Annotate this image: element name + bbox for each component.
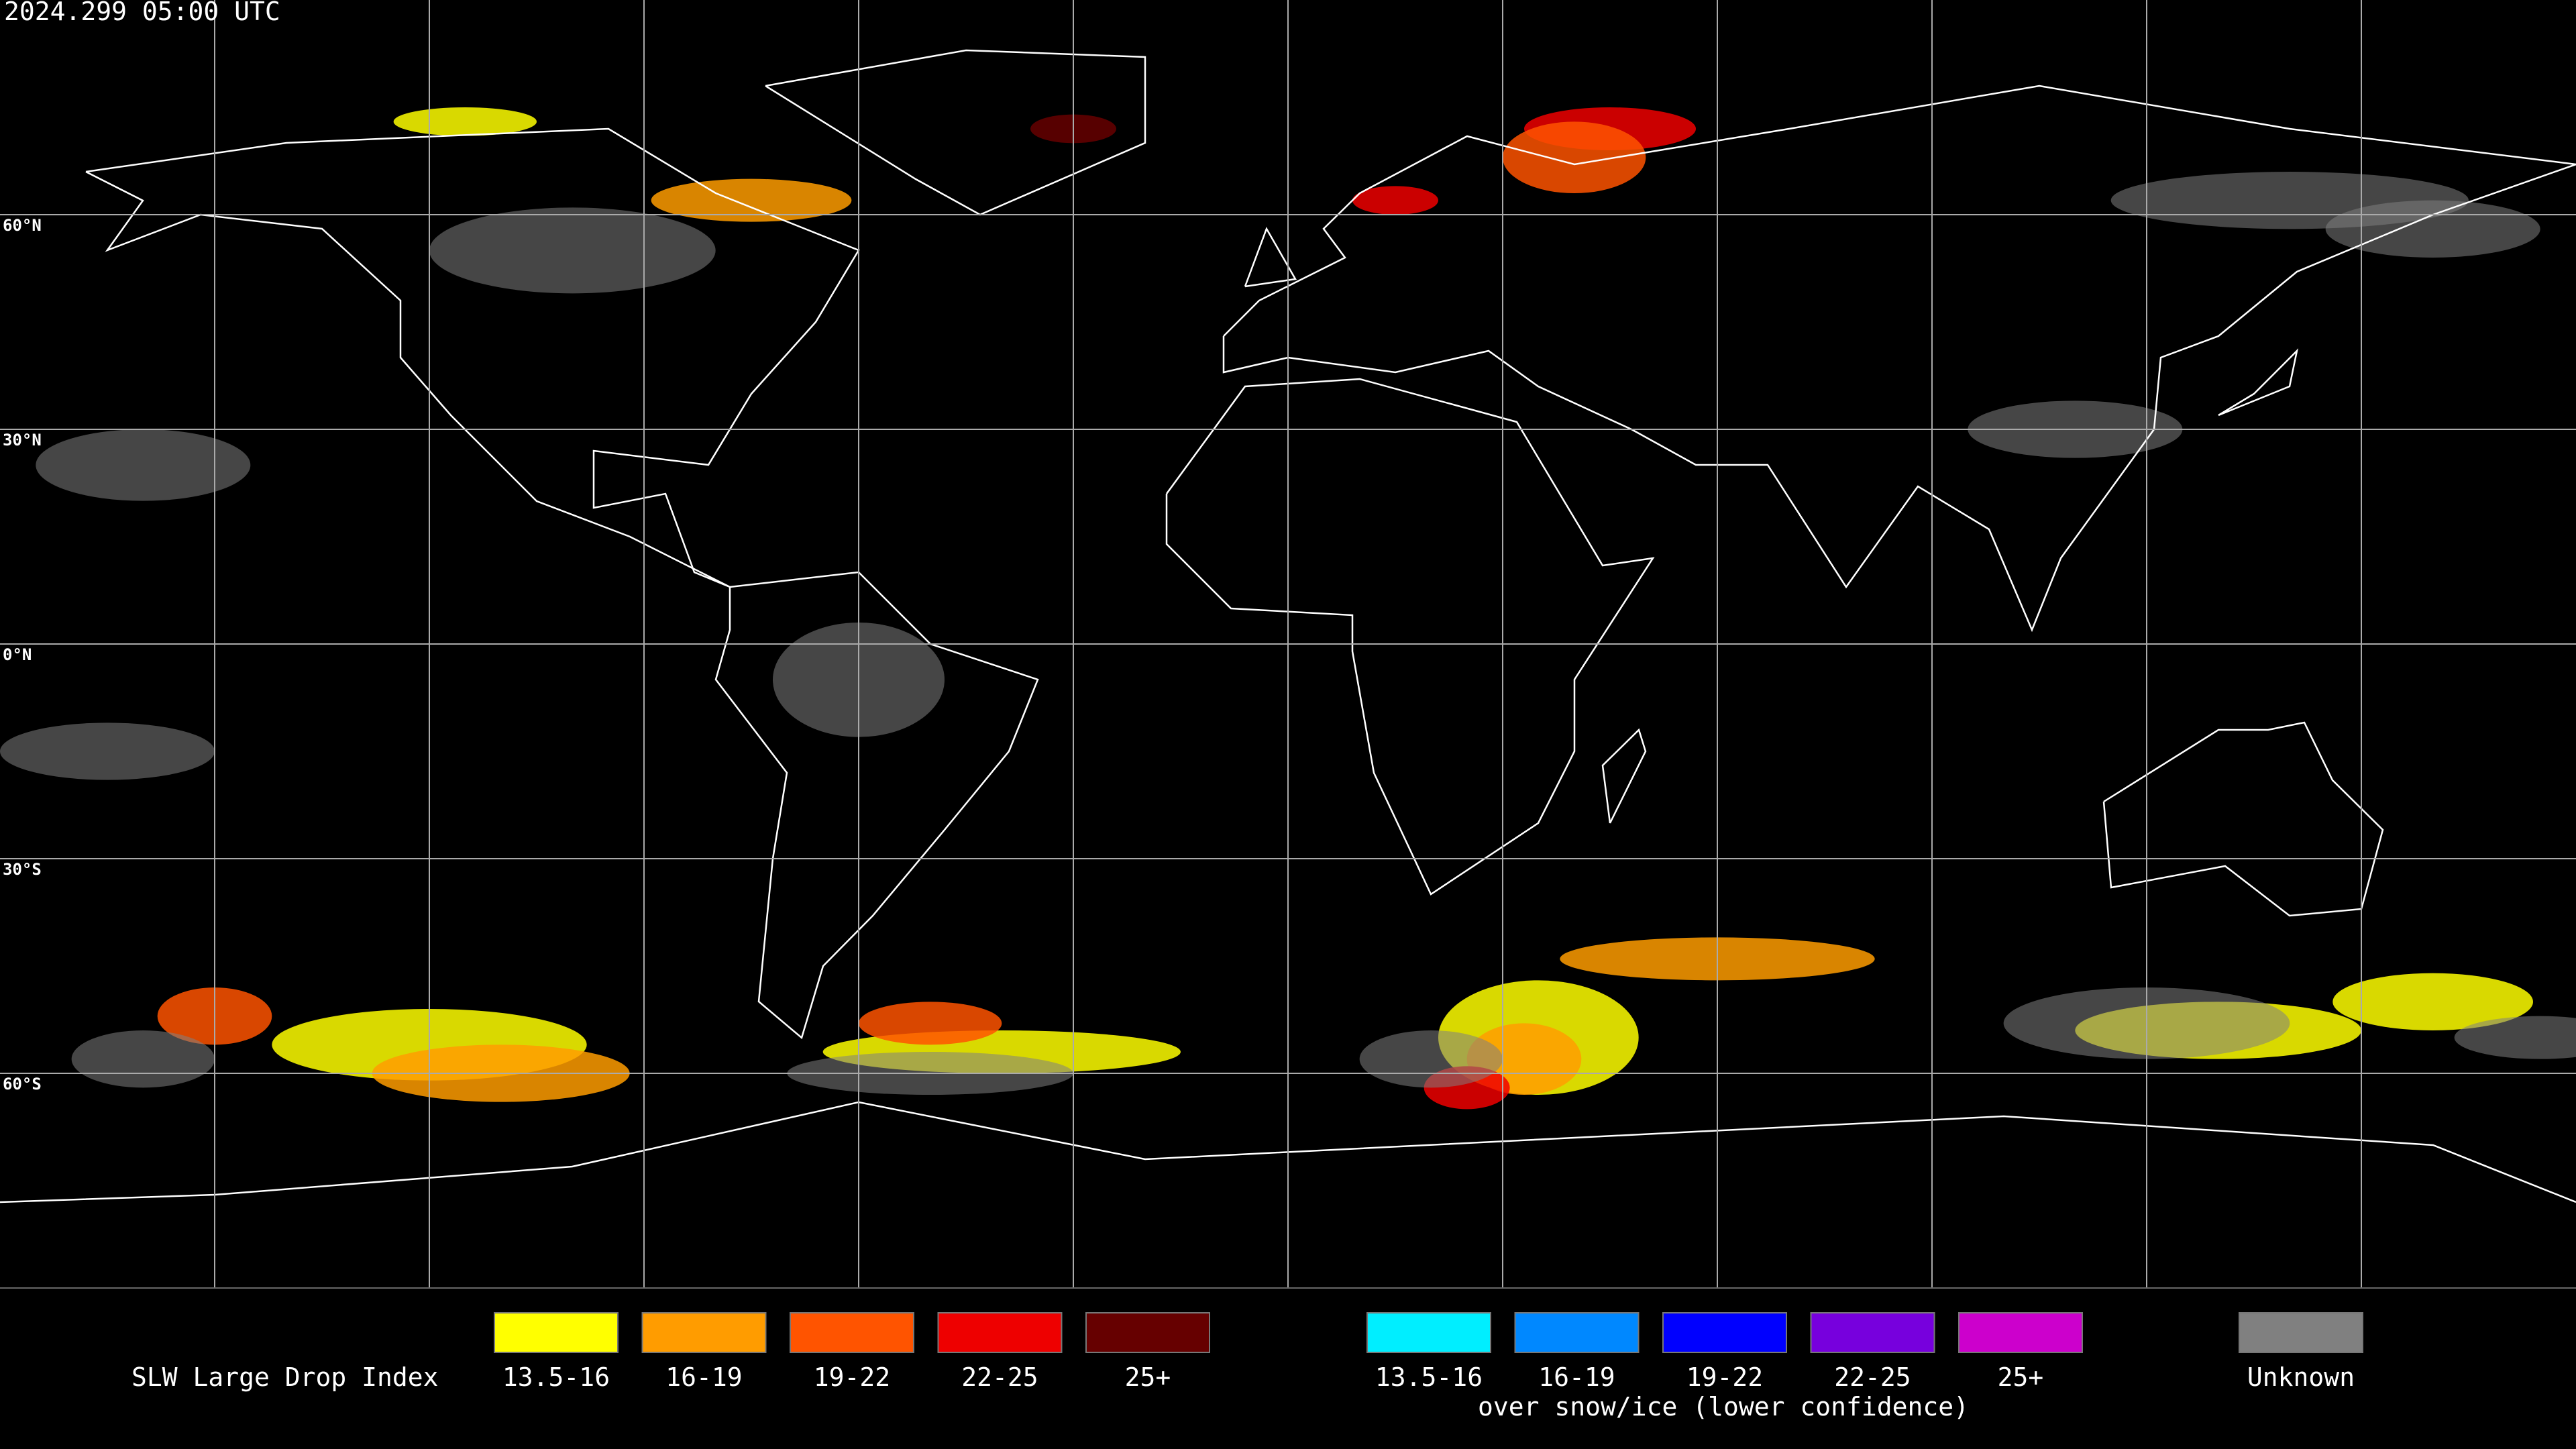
latitude-label: 0°N [3, 645, 32, 664]
unknown-blob [71, 1030, 215, 1088]
legend-swatch [790, 1312, 914, 1353]
coastline [714, 571, 1039, 1040]
coastlines [0, 49, 2576, 1203]
cloud-blob [1352, 186, 1438, 215]
latitude-label: 60°S [3, 1075, 42, 1093]
legend-label: 22-25 [961, 1362, 1038, 1392]
graticule [0, 0, 2576, 1288]
legend-label: 19-22 [814, 1362, 890, 1392]
cloud-blob [1503, 121, 1646, 193]
legend-swatch [1514, 1312, 1640, 1353]
coastline [2102, 721, 2384, 917]
legend-swatch [494, 1312, 619, 1353]
unknown-blob [36, 429, 251, 501]
coastline [1222, 85, 2576, 633]
legend-label: 22-25 [1834, 1362, 1911, 1392]
timestamp: 2024.299 05:00 UTC [4, 0, 280, 26]
legend-label: 19-22 [1686, 1362, 1763, 1392]
coastline [2218, 348, 2299, 417]
unknown-blob [0, 722, 215, 780]
coastline [1244, 227, 1297, 288]
coastline [85, 127, 860, 588]
legend-swatch [641, 1312, 767, 1353]
cloud-blob [393, 107, 537, 136]
coastline [0, 1101, 2576, 1203]
legend-label: 16-19 [1538, 1362, 1615, 1392]
latitude-label: 30°S [3, 860, 42, 879]
legend-note: over snow/ice (lower confidence) [1478, 1392, 1969, 1421]
cloud-blob [2332, 973, 2534, 1031]
unknown-blob [429, 207, 716, 294]
coastline [765, 49, 1146, 216]
legend-swatch [1085, 1312, 1210, 1353]
legend-title: SLW Large Drop Index [131, 1362, 439, 1392]
legend-swatch [937, 1312, 1063, 1353]
legend-label: 16-19 [665, 1362, 742, 1392]
cloud-blob [651, 178, 852, 222]
cloud-blob [859, 1002, 1002, 1045]
latitude-label: 60°N [3, 216, 42, 235]
legend-swatch [1662, 1312, 1787, 1353]
legend-label: 13.5-16 [502, 1362, 610, 1392]
coastline [1165, 378, 1655, 896]
unknown-blob [2454, 1016, 2576, 1059]
latitude-label: 30°N [3, 431, 42, 449]
legend-swatch [1366, 1312, 1491, 1353]
legend-swatch [1810, 1312, 1935, 1353]
latitude-labels: 60°N 30°N 0°N 30°S 60°S [3, 216, 42, 1093]
legend-label: 13.5-16 [1375, 1362, 1483, 1392]
legend: SLW Large Drop Index over snow/ice (lowe… [131, 1312, 2363, 1421]
legend-swatch [1958, 1312, 2083, 1353]
legend-label: 25+ [1998, 1362, 2044, 1392]
legend-label: Unknown [2247, 1362, 2355, 1392]
legend-label: 25+ [1125, 1362, 1171, 1392]
legend-swatch [2239, 1312, 2363, 1353]
unknown-blob [2325, 200, 2540, 258]
unknown-blob [1359, 1030, 1503, 1088]
coastline [1601, 728, 1647, 824]
